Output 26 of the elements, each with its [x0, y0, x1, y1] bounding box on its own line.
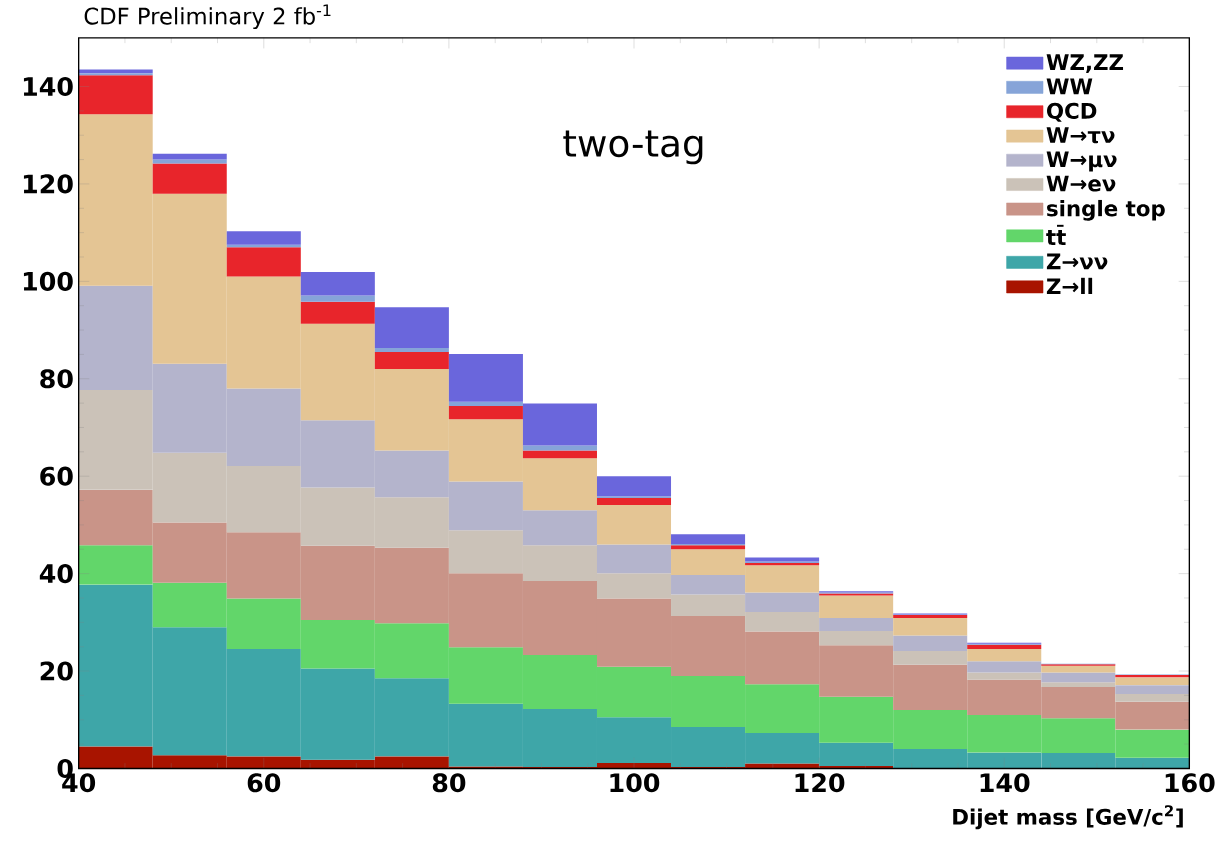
y-tick-label: 60: [40, 466, 73, 486]
y-tick-label: 120: [23, 174, 73, 194]
legend-label: WZ,ZZ: [1046, 54, 1124, 74]
x-tick-label: 100: [610, 773, 660, 793]
legend-label: W→μν: [1046, 151, 1117, 172]
annotation: two-tag: [563, 130, 703, 165]
legend-label: WW: [1046, 78, 1093, 95]
y-tick-label: 100: [23, 271, 73, 292]
chart-title: CDF Preliminary 2 fb$^{-1}$: [84, 4, 331, 30]
legend-label: W→τν: [1046, 127, 1115, 144]
x-tick-label: 160: [1165, 773, 1215, 793]
legend-label: single top: [1047, 200, 1165, 221]
legend-label: W→eν: [1046, 175, 1116, 192]
legend-label: Z→ll: [1046, 277, 1093, 295]
x-tick-label: 60: [247, 773, 281, 793]
legend-label: tt̄: [1046, 224, 1066, 246]
x-tick-label: 120: [795, 773, 845, 793]
legend-label: Z→νν: [1046, 253, 1108, 270]
y-tick-label: 140: [23, 77, 73, 97]
legend-label: QCD: [1047, 102, 1097, 122]
y-tick-label: 80: [40, 369, 73, 389]
x-axis-title: Dijet mass [GeV/c$^{2}$]: [953, 805, 1183, 830]
y-tick-label: 20: [40, 661, 73, 681]
x-tick-label: 80: [432, 773, 466, 793]
y-tick-label: 40: [39, 564, 73, 584]
x-tick-label: 140: [980, 773, 1030, 793]
